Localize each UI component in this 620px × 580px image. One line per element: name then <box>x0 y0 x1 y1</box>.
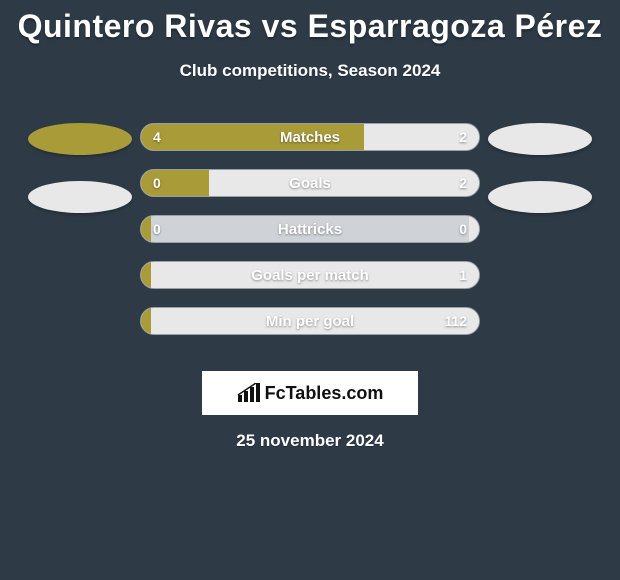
comparison-card: Quintero Rivas vs Esparragoza Pérez Club… <box>0 0 620 580</box>
stat-fill-right <box>364 124 479 150</box>
stat-fill-right <box>469 216 479 242</box>
player-ellipse <box>28 181 132 213</box>
stat-fill-right <box>151 262 479 288</box>
player-ellipse <box>28 123 132 155</box>
date-text: 25 november 2024 <box>0 431 620 451</box>
page-title: Quintero Rivas vs Esparragoza Pérez <box>0 0 620 45</box>
stats-area: Matches42 Goals02 Hattricks0 0 Goals per mat… <box>0 123 620 353</box>
stats-bars: Matches42 Goals02 Hattricks0 0 Goals per mat… <box>140 123 480 353</box>
right-ellipse-column <box>480 123 600 353</box>
stat-row: Matches42 <box>140 123 480 151</box>
stat-row: Goals02 <box>140 169 480 197</box>
stat-label: Hattricks <box>141 216 479 242</box>
player-ellipse <box>488 181 592 213</box>
stat-value-left: 0 <box>153 216 161 242</box>
bar-chart-icon <box>237 383 261 403</box>
stat-fill-left <box>141 170 209 196</box>
stat-row: Hattricks0 0 <box>140 215 480 243</box>
stat-fill-left <box>141 308 151 334</box>
stat-fill-right <box>151 308 479 334</box>
stat-row: Min per goal112 <box>140 307 480 335</box>
left-ellipse-column <box>20 123 140 353</box>
stat-row: Goals per match1 <box>140 261 480 289</box>
stat-fill-left <box>141 124 364 150</box>
stat-value-right: 0 <box>459 216 467 242</box>
brand-badge: FcTables.com <box>202 371 418 415</box>
subtitle: Club competitions, Season 2024 <box>0 61 620 81</box>
stat-fill-left <box>141 216 151 242</box>
player-ellipse <box>488 123 592 155</box>
stat-fill-left <box>141 262 151 288</box>
stat-fill-right <box>209 170 479 196</box>
brand-text: FcTables.com <box>265 383 384 404</box>
